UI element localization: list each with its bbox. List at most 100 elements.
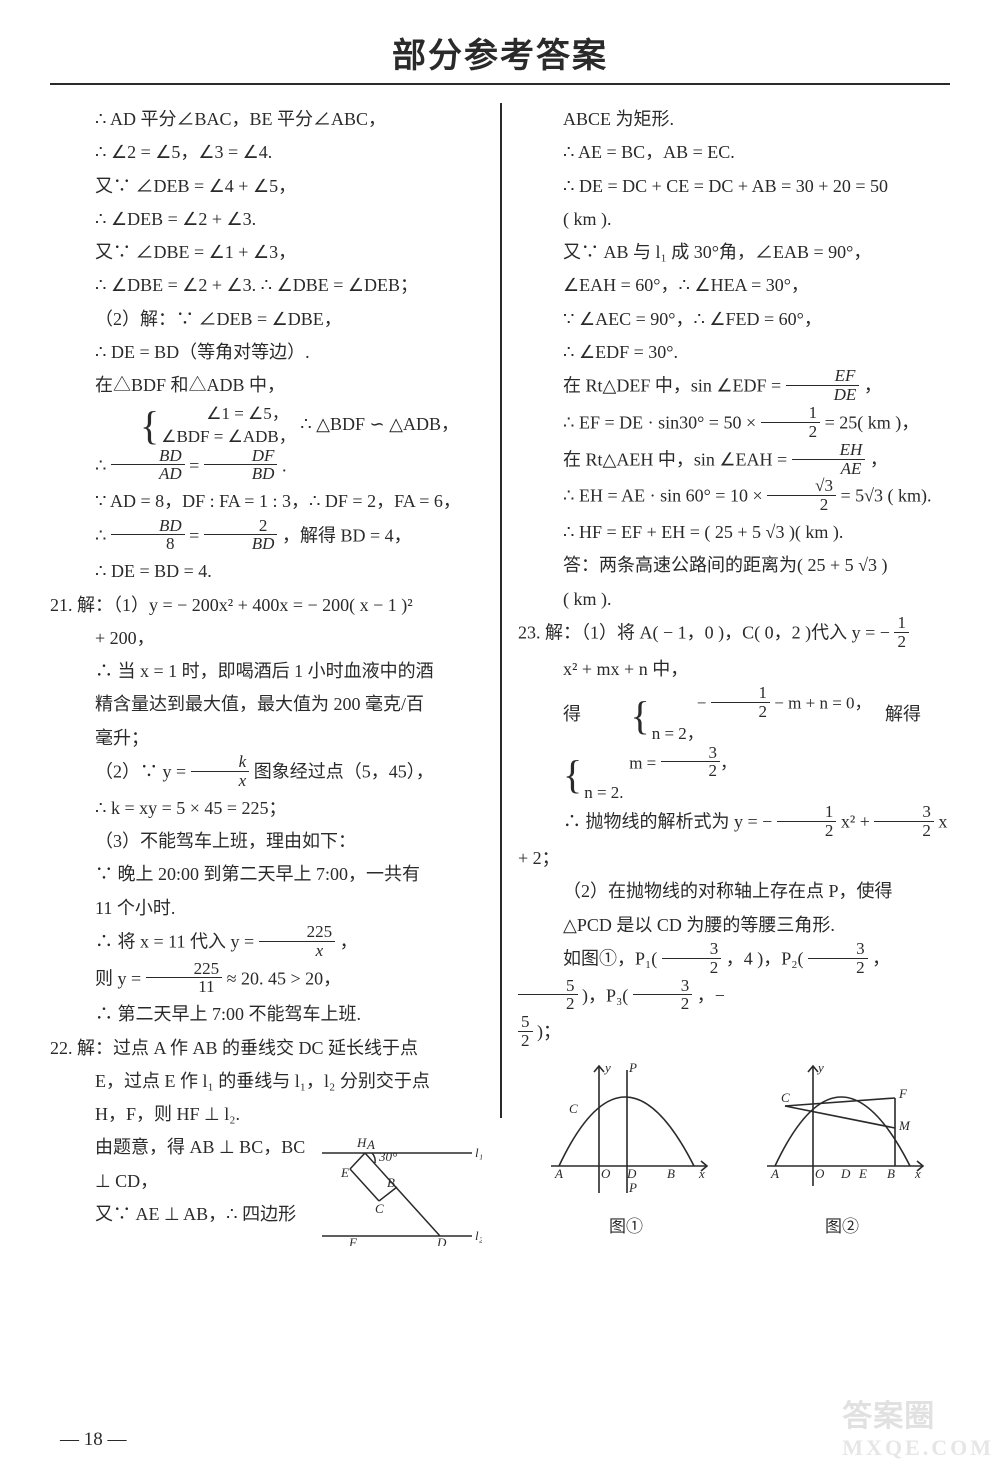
text-line: ∴ EF = DE · sin30° = 50 × 12 = 25( km )， <box>518 406 950 443</box>
text-line: ∵ ∠AEC = 90°，∴ ∠FED = 60°， <box>518 303 950 336</box>
svg-text:M: M <box>898 1118 911 1133</box>
text-line: ∵ 晚上 20:00 到第二天早上 7:00，一共有 <box>50 858 482 891</box>
fraction: 12 <box>894 614 909 651</box>
figure-1: y P C A O D B x P 图① <box>539 1058 714 1243</box>
text-line: ∴ AD 平分∠BAC，BE 平分∠ABC， <box>50 103 482 136</box>
sys-tail: ∴ △BDF ∽ △ADB， <box>300 414 459 434</box>
text-line: ∴ k = xy = 5 × 45 = 225； <box>50 792 482 825</box>
svg-text:B: B <box>667 1166 675 1181</box>
page-number: — 18 — <box>60 1429 127 1451</box>
sys-line: ∠1 = ∠5， <box>206 404 289 423</box>
svg-text:y: y <box>816 1060 824 1075</box>
fraction: √32 <box>767 477 836 514</box>
text-line: ( km ). <box>518 583 950 616</box>
left-column: ∴ AD 平分∠BAC，BE 平分∠ABC， ∴ ∠2 = ∠5，∠3 = ∠4… <box>50 103 500 1258</box>
figure-label: 图① <box>539 1211 714 1242</box>
text-line: ∵ AD = 8，DF : FA = 1 : 3，∴ DF = 2，FA = 6… <box>50 485 482 518</box>
fraction: 2BD <box>204 517 278 554</box>
fraction: BD8 <box>111 517 185 554</box>
text-line: E，过点 E 作 l₁ 的垂线与 l₁，l₂ 分别交于点 <box>50 1065 482 1098</box>
svg-text:B: B <box>887 1166 895 1181</box>
question-22: 22. 解：过点 A 作 AB 的垂线交 DC 延长线于点 <box>50 1032 482 1065</box>
text-line: ∴ BD8 = 2BD ，解得 BD = 4， <box>50 519 482 556</box>
text-line: ∴ DE = BD（等角对等边）. <box>50 336 482 369</box>
svg-text:O: O <box>815 1166 825 1181</box>
text-line: 又∵ ∠DBE = ∠1 + ∠3， <box>50 236 482 269</box>
text-line: 则 y = 22511 ≈ 20. 45 > 20， <box>50 962 482 999</box>
text-line: ∴ DE = DC + CE = DC + AB = 30 + 20 = 50 <box>518 170 950 203</box>
svg-text:x: x <box>698 1166 705 1181</box>
text-line: ∴ 当 x = 1 时，即喝酒后 1 小时血液中的酒 <box>50 655 482 688</box>
text-line: 如图①，P₁( 32 ，4 )，P₂( 32 ， 52 )，P₃( 32 ，− <box>518 942 950 1015</box>
title-underline <box>50 83 950 85</box>
figure-2: y C F M A O D E B x 图② <box>755 1058 930 1243</box>
fraction: 12 <box>777 803 837 840</box>
text-line: 在△BDF 和△ADB 中， <box>50 369 482 402</box>
svg-text:F: F <box>898 1086 908 1101</box>
svg-text:l₂: l₂ <box>475 1228 482 1243</box>
fraction: 22511 <box>146 960 223 997</box>
text-line: （3）不能驾车上班，理由如下： <box>50 825 482 858</box>
fraction: EHAE <box>792 441 866 478</box>
text-line: 又∵ AB 与 l₁ 成 30°角，∠EAB = 90°， <box>518 236 950 269</box>
text-line: ∴ EH = AE · sin 60° = 10 × √32 = 5√3 ( k… <box>518 479 950 516</box>
svg-text:E: E <box>340 1165 349 1180</box>
geometry-diagram: HA 30° E B C F D l₁ l₂ <box>317 1131 482 1257</box>
fraction: 12 <box>761 404 821 441</box>
svg-text:C: C <box>569 1101 578 1116</box>
text-line: H，F，则 HF ⊥ l₂. <box>50 1098 482 1131</box>
text-line: ∴ ∠2 = ∠5，∠3 = ∠4. <box>50 136 482 169</box>
text-line: ∴ DE = BD = 4. <box>50 555 482 588</box>
svg-text:A: A <box>366 1137 375 1152</box>
text-line: ∴ BDAD = DFBD . <box>50 449 482 486</box>
equation-system: { ∠1 = ∠5， ∠BDF = ∠ADB， ∴ △BDF ∽ △ADB， <box>50 403 482 449</box>
svg-text:30°: 30° <box>378 1149 397 1164</box>
text-line: 精含量达到最大值，最大值为 200 毫克/百 <box>50 688 482 721</box>
text-line: ∴ 第二天早上 7:00 不能驾车上班. <box>50 998 482 1031</box>
text-line: △PCD 是以 CD 为腰的等腰三角形. <box>518 909 950 942</box>
text-line: ∴ ∠DBE = ∠2 + ∠3. ∴ ∠DBE = ∠DEB； <box>50 269 482 302</box>
fraction: kx <box>191 753 250 790</box>
text-line: x² + mx + n 中， <box>518 653 950 686</box>
text-line: （2）解：∵ ∠DEB = ∠DBE， <box>50 303 482 336</box>
fraction: 225x <box>259 923 336 960</box>
svg-text:C: C <box>781 1090 790 1105</box>
figure-label: 图② <box>755 1211 930 1242</box>
svg-text:O: O <box>601 1166 611 1181</box>
equation-system: 得 { − 12 − m + n = 0， n = 2， 解得 { m = 32… <box>518 686 950 805</box>
svg-text:P: P <box>628 1180 637 1195</box>
svg-text:P: P <box>628 1060 637 1075</box>
watermark-line2: MXQE.COM <box>842 1435 994 1461</box>
figure-row: y P C A O D B x P 图① <box>518 1058 950 1243</box>
fraction: BDAD <box>111 447 185 484</box>
svg-text:B: B <box>387 1175 395 1190</box>
text-line: 毫升； <box>50 722 482 755</box>
svg-text:A: A <box>554 1166 563 1181</box>
fraction: EFDE <box>786 367 860 404</box>
svg-text:l₁: l₁ <box>475 1145 482 1160</box>
text-line: 在 Rt△AEH 中，sin ∠EAH = EHAE ， <box>518 443 950 480</box>
question-23: 23. 解：（1）将 A( − 1，0 )，C( 0，2 )代入 y = − 1… <box>518 616 950 653</box>
text-line: ∴ ∠DEB = ∠2 + ∠3. <box>50 203 482 236</box>
text-line: ∴ 抛物线的解析式为 y = − 12 x² + 32 x + 2； <box>518 805 950 875</box>
text-line: ∴ ∠EDF = 30°. <box>518 336 950 369</box>
svg-text:E: E <box>858 1166 867 1181</box>
text-line: 答：两条高速公路间的距离为( 25 + 5 √3 ) <box>518 549 950 582</box>
svg-text:D: D <box>436 1235 447 1246</box>
fraction: 32 <box>874 803 934 840</box>
sys-line: ∠BDF = ∠ADB， <box>161 427 296 446</box>
svg-text:C: C <box>375 1201 384 1216</box>
right-column: ABCE 为矩形. ∴ AE = BC，AB = EC. ∴ DE = DC +… <box>500 103 950 1258</box>
svg-text:H: H <box>356 1135 367 1150</box>
text-line: ∴ 将 x = 11 代入 y = 225x ， <box>50 925 482 962</box>
text-line: 52 )； <box>518 1015 950 1052</box>
text-line: （2）∵ y = kx 图象经过点（5，45）， <box>50 755 482 792</box>
page-title: 部分参考答案 <box>50 28 950 77</box>
text-line: 11 个小时. <box>50 892 482 925</box>
text-line: ( km ). <box>518 203 950 236</box>
content-columns: ∴ AD 平分∠BAC，BE 平分∠ABC， ∴ ∠2 = ∠5，∠3 = ∠4… <box>50 103 950 1258</box>
question-21: 21. 解：（1）y = − 200x² + 400x = − 200( x −… <box>50 589 482 622</box>
text-line: 在 Rt△DEF 中，sin ∠EDF = EFDE ， <box>518 369 950 406</box>
svg-text:A: A <box>770 1166 779 1181</box>
text-line: 又∵ ∠DEB = ∠4 + ∠5， <box>50 170 482 203</box>
